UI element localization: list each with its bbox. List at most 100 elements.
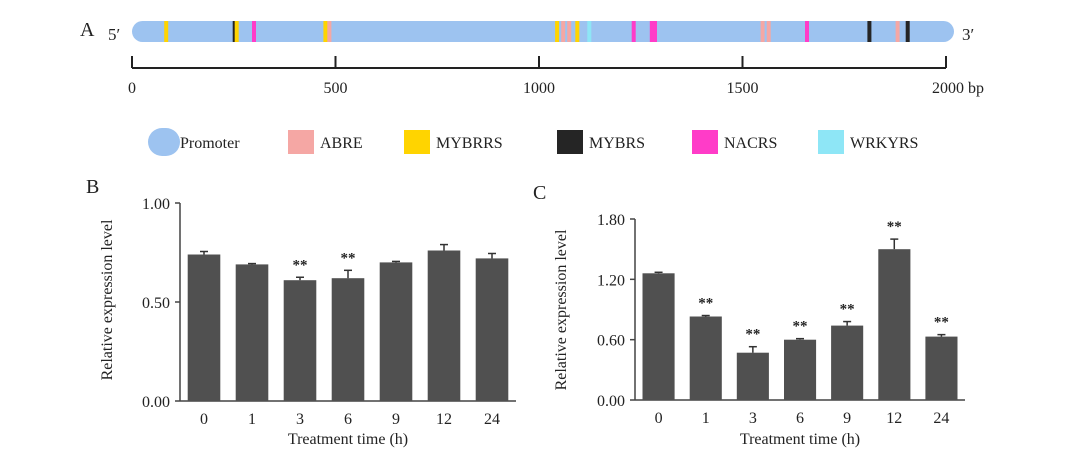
bp-tick-label: 1500	[727, 80, 759, 97]
element-nacrs	[653, 21, 657, 42]
legend-label: WRKYRS	[850, 135, 918, 152]
x-tick-label: 12	[886, 410, 902, 427]
significance-mark: **	[887, 219, 902, 235]
x-tick-label: 9	[392, 411, 400, 428]
x-tick-label: 24	[933, 410, 949, 427]
element-nacrs	[649, 21, 654, 42]
panel-a: A 5′ 3′ 0 500 1000 1500 2000 bp Promoter ABRE…	[80, 19, 984, 156]
significance-mark: **	[934, 315, 949, 331]
five-prime-label: 5′	[108, 25, 120, 44]
bar	[878, 249, 911, 400]
element-nacrs	[252, 21, 256, 42]
y-tick-label: 0.60	[597, 333, 625, 350]
element-mybrrs	[164, 21, 169, 42]
significance-mark: **	[341, 250, 356, 266]
bar	[831, 325, 864, 400]
panel-b-label: B	[86, 176, 99, 198]
element-mybrrs	[555, 21, 560, 42]
cis-elements	[164, 21, 910, 42]
element-nacrs	[805, 21, 809, 42]
y-tick-label: 1.00	[142, 196, 170, 213]
bar	[283, 280, 317, 401]
element-mybrs	[905, 21, 910, 42]
legend-swatch	[818, 130, 844, 154]
x-tick-label: 12	[436, 411, 452, 428]
y-axis-label: Relative expression level	[553, 229, 570, 390]
legend-swatch	[557, 130, 583, 154]
legend-label: MYBRS	[589, 135, 645, 152]
legend-label: MYBRRS	[436, 135, 503, 152]
element-abre	[567, 21, 572, 42]
y-tick-label: 0.00	[142, 394, 170, 411]
bp-tick-label: 2000 bp	[932, 80, 984, 97]
bp-axis: 0 500 1000 1500 2000 bp	[128, 56, 984, 97]
bar	[331, 278, 365, 401]
three-prime-label: 3′	[962, 25, 974, 44]
x-axis-label: Treatment time (h)	[740, 431, 860, 448]
legend-item-promoter: Promoter	[148, 128, 240, 156]
bar	[235, 264, 269, 401]
bar	[187, 254, 221, 401]
significance-mark: **	[745, 327, 760, 343]
legend-item-mybrs: MYBRS	[557, 130, 645, 154]
x-tick-label: 6	[796, 410, 804, 427]
element-wrkyrs	[587, 21, 592, 42]
legend-item-nacrs: NACRS	[692, 130, 777, 154]
y-tick-label: 0.00	[597, 393, 625, 410]
legend-item-abre: ABRE	[288, 130, 363, 154]
element-abre	[895, 21, 900, 42]
element-abre	[327, 21, 332, 42]
element-mybrs	[867, 21, 872, 42]
y-tick-label: 1.20	[597, 272, 625, 289]
significance-mark: **	[698, 296, 713, 312]
bar	[784, 339, 817, 400]
legend: Promoter ABRE MYBRRS MYBRS NACRS WRKYRS	[148, 128, 918, 156]
bar	[736, 352, 769, 400]
element-nacrs	[631, 21, 636, 42]
bar	[689, 316, 722, 400]
legend-label: Promoter	[180, 135, 240, 152]
x-tick-label: 6	[344, 411, 352, 428]
x-axis-label: Treatment time (h)	[288, 431, 408, 448]
panel-a-label: A	[80, 19, 95, 41]
x-tick-label: 0	[655, 410, 663, 427]
bar	[925, 336, 958, 400]
element-abre	[760, 21, 765, 42]
legend-swatch	[148, 128, 180, 156]
bar	[475, 258, 509, 401]
y-axis-label: Relative expression level	[99, 219, 116, 380]
element-mybrrs	[575, 21, 580, 42]
element-mybrrs	[323, 21, 328, 42]
bp-tick-label: 1000	[523, 80, 555, 97]
x-tick-label: 0	[200, 411, 208, 428]
legend-swatch	[288, 130, 314, 154]
y-tick-label: 1.80	[597, 212, 625, 229]
element-abre	[766, 21, 771, 42]
panel-c-label: C	[533, 182, 546, 204]
significance-mark: **	[840, 302, 855, 318]
x-tick-label: 9	[843, 410, 851, 427]
legend-label: NACRS	[724, 135, 777, 152]
significance-mark: **	[293, 257, 308, 273]
element-abre	[561, 21, 566, 42]
x-tick-label: 1	[248, 411, 256, 428]
promoter-bar	[132, 21, 954, 42]
bp-tick-label: 500	[324, 80, 348, 97]
bar	[379, 262, 413, 401]
x-tick-label: 24	[484, 411, 500, 428]
y-tick-label: 0.50	[142, 295, 170, 312]
legend-swatch	[692, 130, 718, 154]
panel-c: C 0.00 0.60 1.20 1.80 Relative expression le…	[533, 182, 965, 448]
bp-tick-label: 0	[128, 80, 136, 97]
significance-mark: **	[793, 319, 808, 335]
legend-swatch	[404, 130, 430, 154]
x-tick-label: 3	[749, 410, 757, 427]
legend-item-wrkyrs: WRKYRS	[818, 130, 918, 154]
x-tick-label: 3	[296, 411, 304, 428]
legend-item-mybrrs: MYBRRS	[404, 130, 503, 154]
bar	[427, 250, 461, 401]
panel-b: B 0.00 0.50 1.00 Relative expression level 0…	[86, 176, 516, 448]
element-mybrrs	[234, 21, 239, 42]
legend-label: ABRE	[320, 135, 363, 152]
